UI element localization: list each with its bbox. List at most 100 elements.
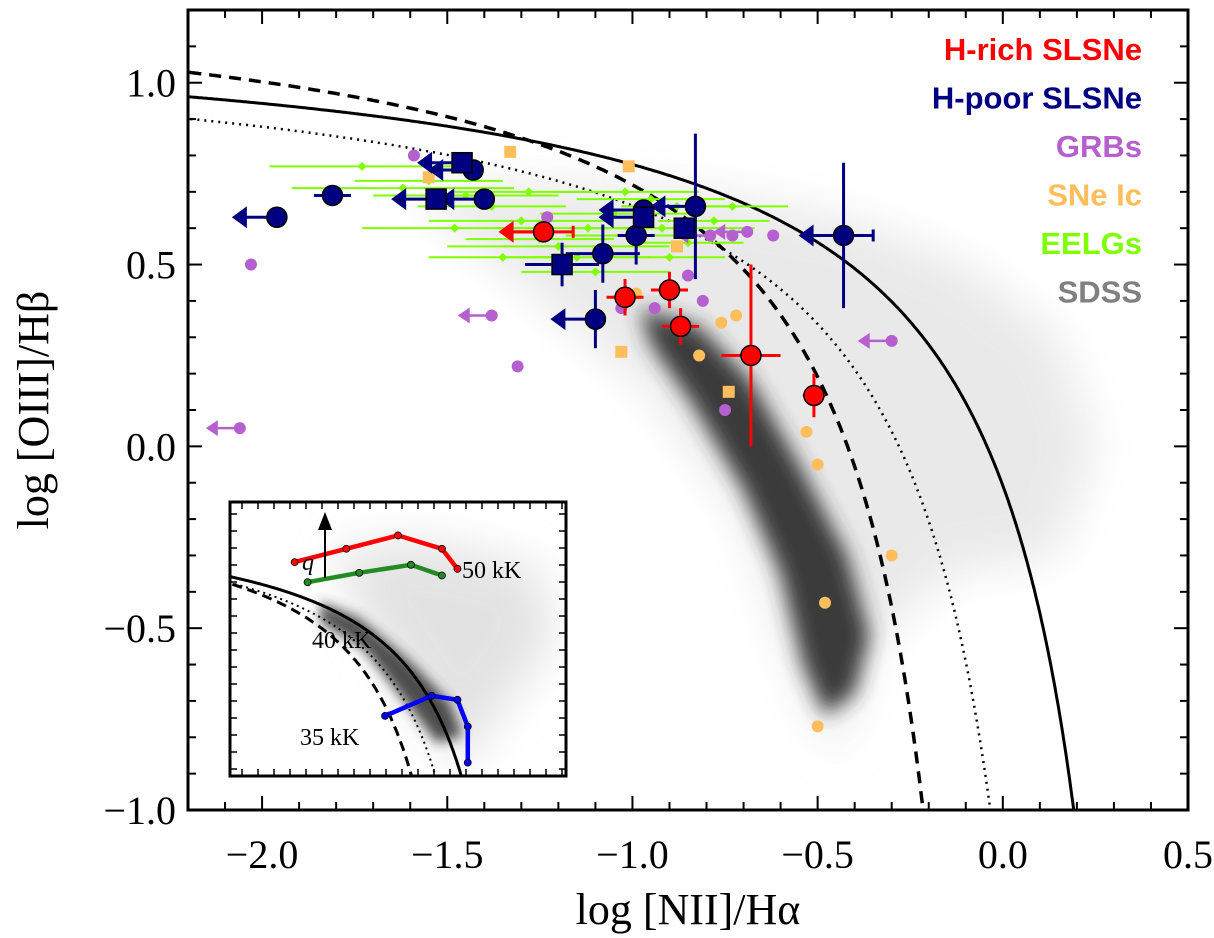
data-point [584, 308, 607, 330]
inset-halo [333, 542, 554, 770]
upper-limit-arrowhead [713, 223, 726, 240]
upper-limit-arrowhead [391, 188, 407, 211]
data-point [811, 720, 824, 733]
data-point [266, 206, 288, 229]
data-point [632, 206, 655, 229]
sdss-core [639, 308, 870, 716]
data-point [321, 184, 344, 207]
data-point [730, 309, 743, 322]
track-node [355, 568, 364, 577]
track-node [381, 711, 389, 720]
data-point [740, 344, 762, 367]
track-node [453, 564, 462, 573]
data-point [244, 258, 257, 271]
data-point [673, 217, 696, 239]
track-node [438, 544, 446, 553]
inset-label-35kk: 35 kK [300, 725, 360, 751]
inset-sdss-cloud [320, 542, 554, 770]
track-node [453, 695, 462, 704]
upper-limit-arrowhead [205, 420, 218, 437]
data-point [767, 229, 780, 242]
upper-limit-arrowhead [417, 151, 433, 174]
data-point [658, 279, 681, 301]
track-node [394, 531, 402, 540]
inset-demarcation-curves [230, 575, 463, 776]
data-point [233, 422, 246, 435]
x-axis-label: log [NII]/Hα [576, 885, 801, 934]
data-point [684, 195, 707, 218]
series-h-poor-slsne [231, 133, 875, 349]
data-point [504, 145, 517, 158]
inset-model-tracks [290, 531, 472, 767]
upper-limit-arrowhead [650, 195, 666, 218]
data-point [704, 229, 717, 242]
track-node [438, 571, 446, 580]
data-point [682, 269, 694, 282]
legend-entry: EELGs [1040, 226, 1142, 261]
data-point [473, 188, 496, 210]
data-point [669, 315, 692, 338]
inset-panel: q 50 kK 40 kK 35 kK [228, 500, 568, 778]
data-point [657, 223, 667, 233]
model-track-40kk [303, 560, 446, 587]
x-tick-label: −1.5 [411, 832, 484, 877]
y-tick-label: −1.0 [103, 788, 176, 833]
x-tick-label: −0.5 [781, 832, 854, 877]
x-tick-label: 0.5 [1163, 832, 1213, 877]
data-point [422, 171, 435, 184]
data-point [516, 216, 526, 226]
data-point [741, 225, 754, 238]
data-point [590, 267, 600, 277]
data-point [664, 252, 674, 262]
data-point [532, 221, 555, 243]
kauffmann-curve [188, 70, 925, 810]
data-point [357, 161, 367, 171]
y-tick-label: 1.0 [126, 61, 176, 106]
upper-limit-arrowhead [498, 220, 514, 243]
legend-entry: SNe Ic [1047, 178, 1142, 213]
data-point [625, 224, 647, 247]
inset-dashed-curve [230, 581, 414, 776]
axis-ticks [187, 9, 1189, 811]
data-point [832, 224, 855, 247]
data-point [696, 294, 709, 307]
data-point [811, 458, 824, 471]
data-point [450, 223, 460, 233]
legend-entry: H-poor SLSNe [932, 81, 1142, 116]
track-node [342, 544, 351, 553]
legend-entry: SDSS [1058, 275, 1142, 310]
data-point [819, 596, 832, 609]
data-point [693, 349, 706, 362]
data-point [709, 216, 719, 226]
model-track-50kk [290, 531, 462, 573]
track-node [463, 758, 472, 767]
upper-limit-arrowhead [798, 224, 814, 247]
main-plot-area: −2.0 −1.5 −1.0 −0.5 0.0 0.5−1.0−0.50.00.51.0 … [9, 8, 1213, 934]
track-node [290, 558, 299, 567]
inset-label-50kk: 50 kK [462, 558, 522, 584]
data-point [615, 345, 628, 358]
upper-limit-arrowhead [231, 206, 247, 229]
legend: H-rich SLSNe H-poor SLSNe GRBs SNe Ic EELGs S… [932, 32, 1142, 310]
track-node [303, 578, 312, 587]
data-point [425, 188, 447, 210]
inset-label-q: q [302, 550, 314, 576]
data-point [715, 316, 728, 329]
upper-limit-arrowhead [457, 307, 470, 324]
y-tick-label: 0.5 [126, 243, 176, 288]
inset-label-40kk: 40 kK [312, 628, 372, 654]
track-node [407, 560, 415, 569]
data-point [511, 360, 524, 373]
upper-limit-arrowhead [550, 308, 566, 331]
data-point [803, 384, 825, 407]
inset-ticks [230, 502, 566, 776]
data-point [498, 252, 508, 262]
data-point [614, 286, 636, 309]
data-point [885, 334, 898, 347]
data-point [592, 242, 614, 265]
data-point [648, 302, 661, 315]
upper-limit-arrowhead [857, 332, 870, 349]
data-point [451, 151, 473, 174]
data-point [524, 187, 534, 197]
data-point [407, 149, 420, 162]
